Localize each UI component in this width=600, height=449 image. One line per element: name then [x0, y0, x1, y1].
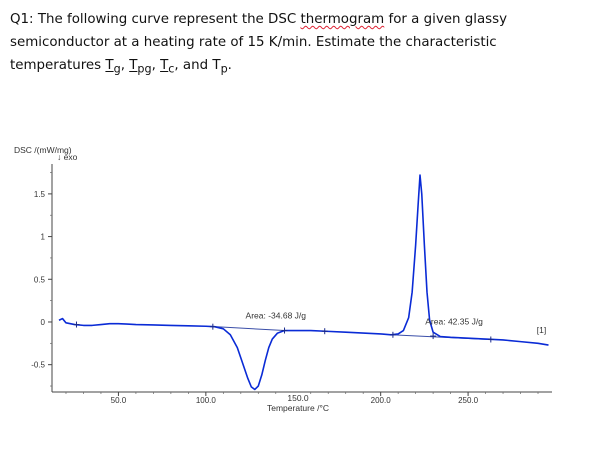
x-tick-label: 200.0	[371, 396, 392, 405]
symbol-tc: Tc	[160, 58, 175, 76]
curve-markers	[73, 321, 494, 343]
x-tick-label: 100.0	[196, 396, 217, 405]
y-tick-label: 0	[41, 318, 46, 327]
question-line-1: Q1: The following curve represent the DS…	[10, 8, 590, 31]
y-axis-label: DSC /(mW/mg)	[14, 145, 72, 155]
annotation-label: Area: 42.35 J/g	[425, 317, 483, 327]
peak-baseline	[214, 326, 285, 332]
axes: 1.5 1 0.5 0 -0.5 50.0 100.0 200.0 250.0	[31, 164, 552, 405]
separator: ,	[120, 58, 130, 73]
y-tick-label: 1.5	[34, 190, 46, 199]
y-tick-label: 1	[41, 233, 46, 242]
x-axis-value-label: 150.0	[287, 393, 309, 403]
dsc-curve	[58, 174, 549, 391]
symbol-tpg: Tpg	[129, 58, 152, 76]
symbol-tg-letter: T	[105, 58, 114, 73]
spellcheck-word: thermogram	[300, 12, 385, 27]
separator: , and	[174, 58, 213, 73]
separator: ,	[151, 58, 161, 73]
symbol-tp-subscript: p	[220, 62, 228, 76]
x-axis-label: Temperature /°C	[267, 403, 329, 413]
question-text: Q1: The following curve represent the DS…	[10, 8, 590, 81]
y-axis-sublabel: ↓ exo	[57, 152, 78, 162]
symbol-tc-subscript: c	[168, 62, 175, 76]
y-tick-label: 0.5	[34, 275, 46, 284]
question-line-3: temperatures Tg, Tpg, Tc, and Tp.	[10, 54, 590, 81]
y-tick-label: -0.5	[31, 361, 45, 370]
symbol-tp-letter: T	[212, 58, 221, 73]
symbol-tp: Tp	[212, 58, 228, 76]
x-tick-label: 250.0	[458, 396, 479, 405]
question-line-1-start: Q1: The following curve represent the DS…	[10, 12, 301, 27]
annotation-label: [1]	[537, 325, 546, 335]
symbol-tpg-subscript: pg	[137, 62, 152, 76]
x-tick-label: 50.0	[111, 396, 127, 405]
question-line-2: semiconductor at a heating rate of 15 K/…	[10, 35, 497, 50]
question-line-3-start: temperatures	[10, 58, 106, 73]
symbol-tg-subscript: g	[113, 62, 121, 76]
annotation-label: Area: -34.68 J/g	[246, 311, 307, 321]
question-end: .	[227, 58, 232, 73]
symbol-tg: Tg	[105, 58, 121, 76]
symbol-tc-letter: T	[160, 58, 169, 73]
symbol-tpg-letter: T	[129, 58, 138, 73]
annotations: Area: -34.68 J/g Area: 42.35 J/g [1]	[246, 311, 547, 336]
question-line-1-end: for a given glassy	[384, 12, 508, 27]
